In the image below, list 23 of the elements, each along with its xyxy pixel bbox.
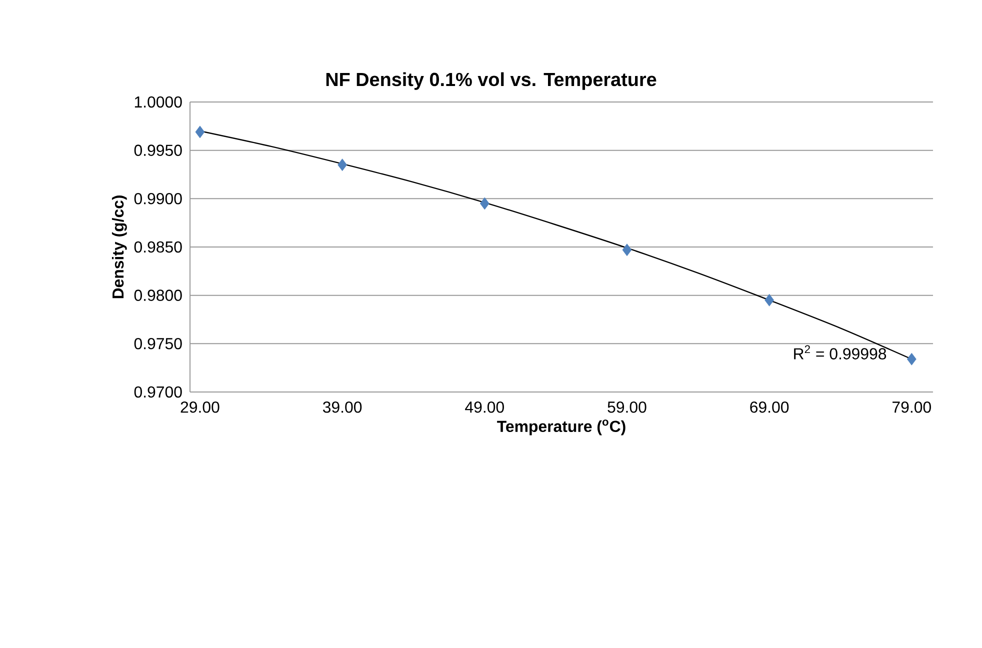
point <box>764 294 774 306</box>
y-tick-label: 0.9800 <box>134 290 182 301</box>
point <box>480 197 490 210</box>
point <box>338 158 348 172</box>
annotation: R$^{2}$ = 0.99998 <box>794 345 886 360</box>
x-tick-label: 79.00 <box>892 402 931 413</box>
point <box>906 352 916 366</box>
y-tick-label: 0.9850 <box>134 241 182 253</box>
y-tick-label: 1.0000 <box>134 96 182 108</box>
y-axis-title: Density (g/cc) <box>112 196 127 298</box>
x-tick-label: 49.00 <box>465 402 504 413</box>
point <box>622 244 632 256</box>
x-tick-label: 59.00 <box>608 402 646 413</box>
x-tick-label: 69.00 <box>750 402 789 413</box>
y-tick-label: 0.9950 <box>134 144 182 156</box>
y-tick-label: 0.9900 <box>134 193 182 204</box>
chart-title: NF Density 0.1% vol vs. Temperature <box>326 72 656 90</box>
point <box>195 126 205 138</box>
x-axis-title: Temperature ($^{o}$C) <box>497 420 626 436</box>
x-tick-label: 29.00 <box>180 402 220 413</box>
x-tick-label: 39.00 <box>322 402 362 413</box>
y-tick-label: 0.9700 <box>134 386 182 398</box>
y-tick-label: 0.9750 <box>134 338 182 350</box>
